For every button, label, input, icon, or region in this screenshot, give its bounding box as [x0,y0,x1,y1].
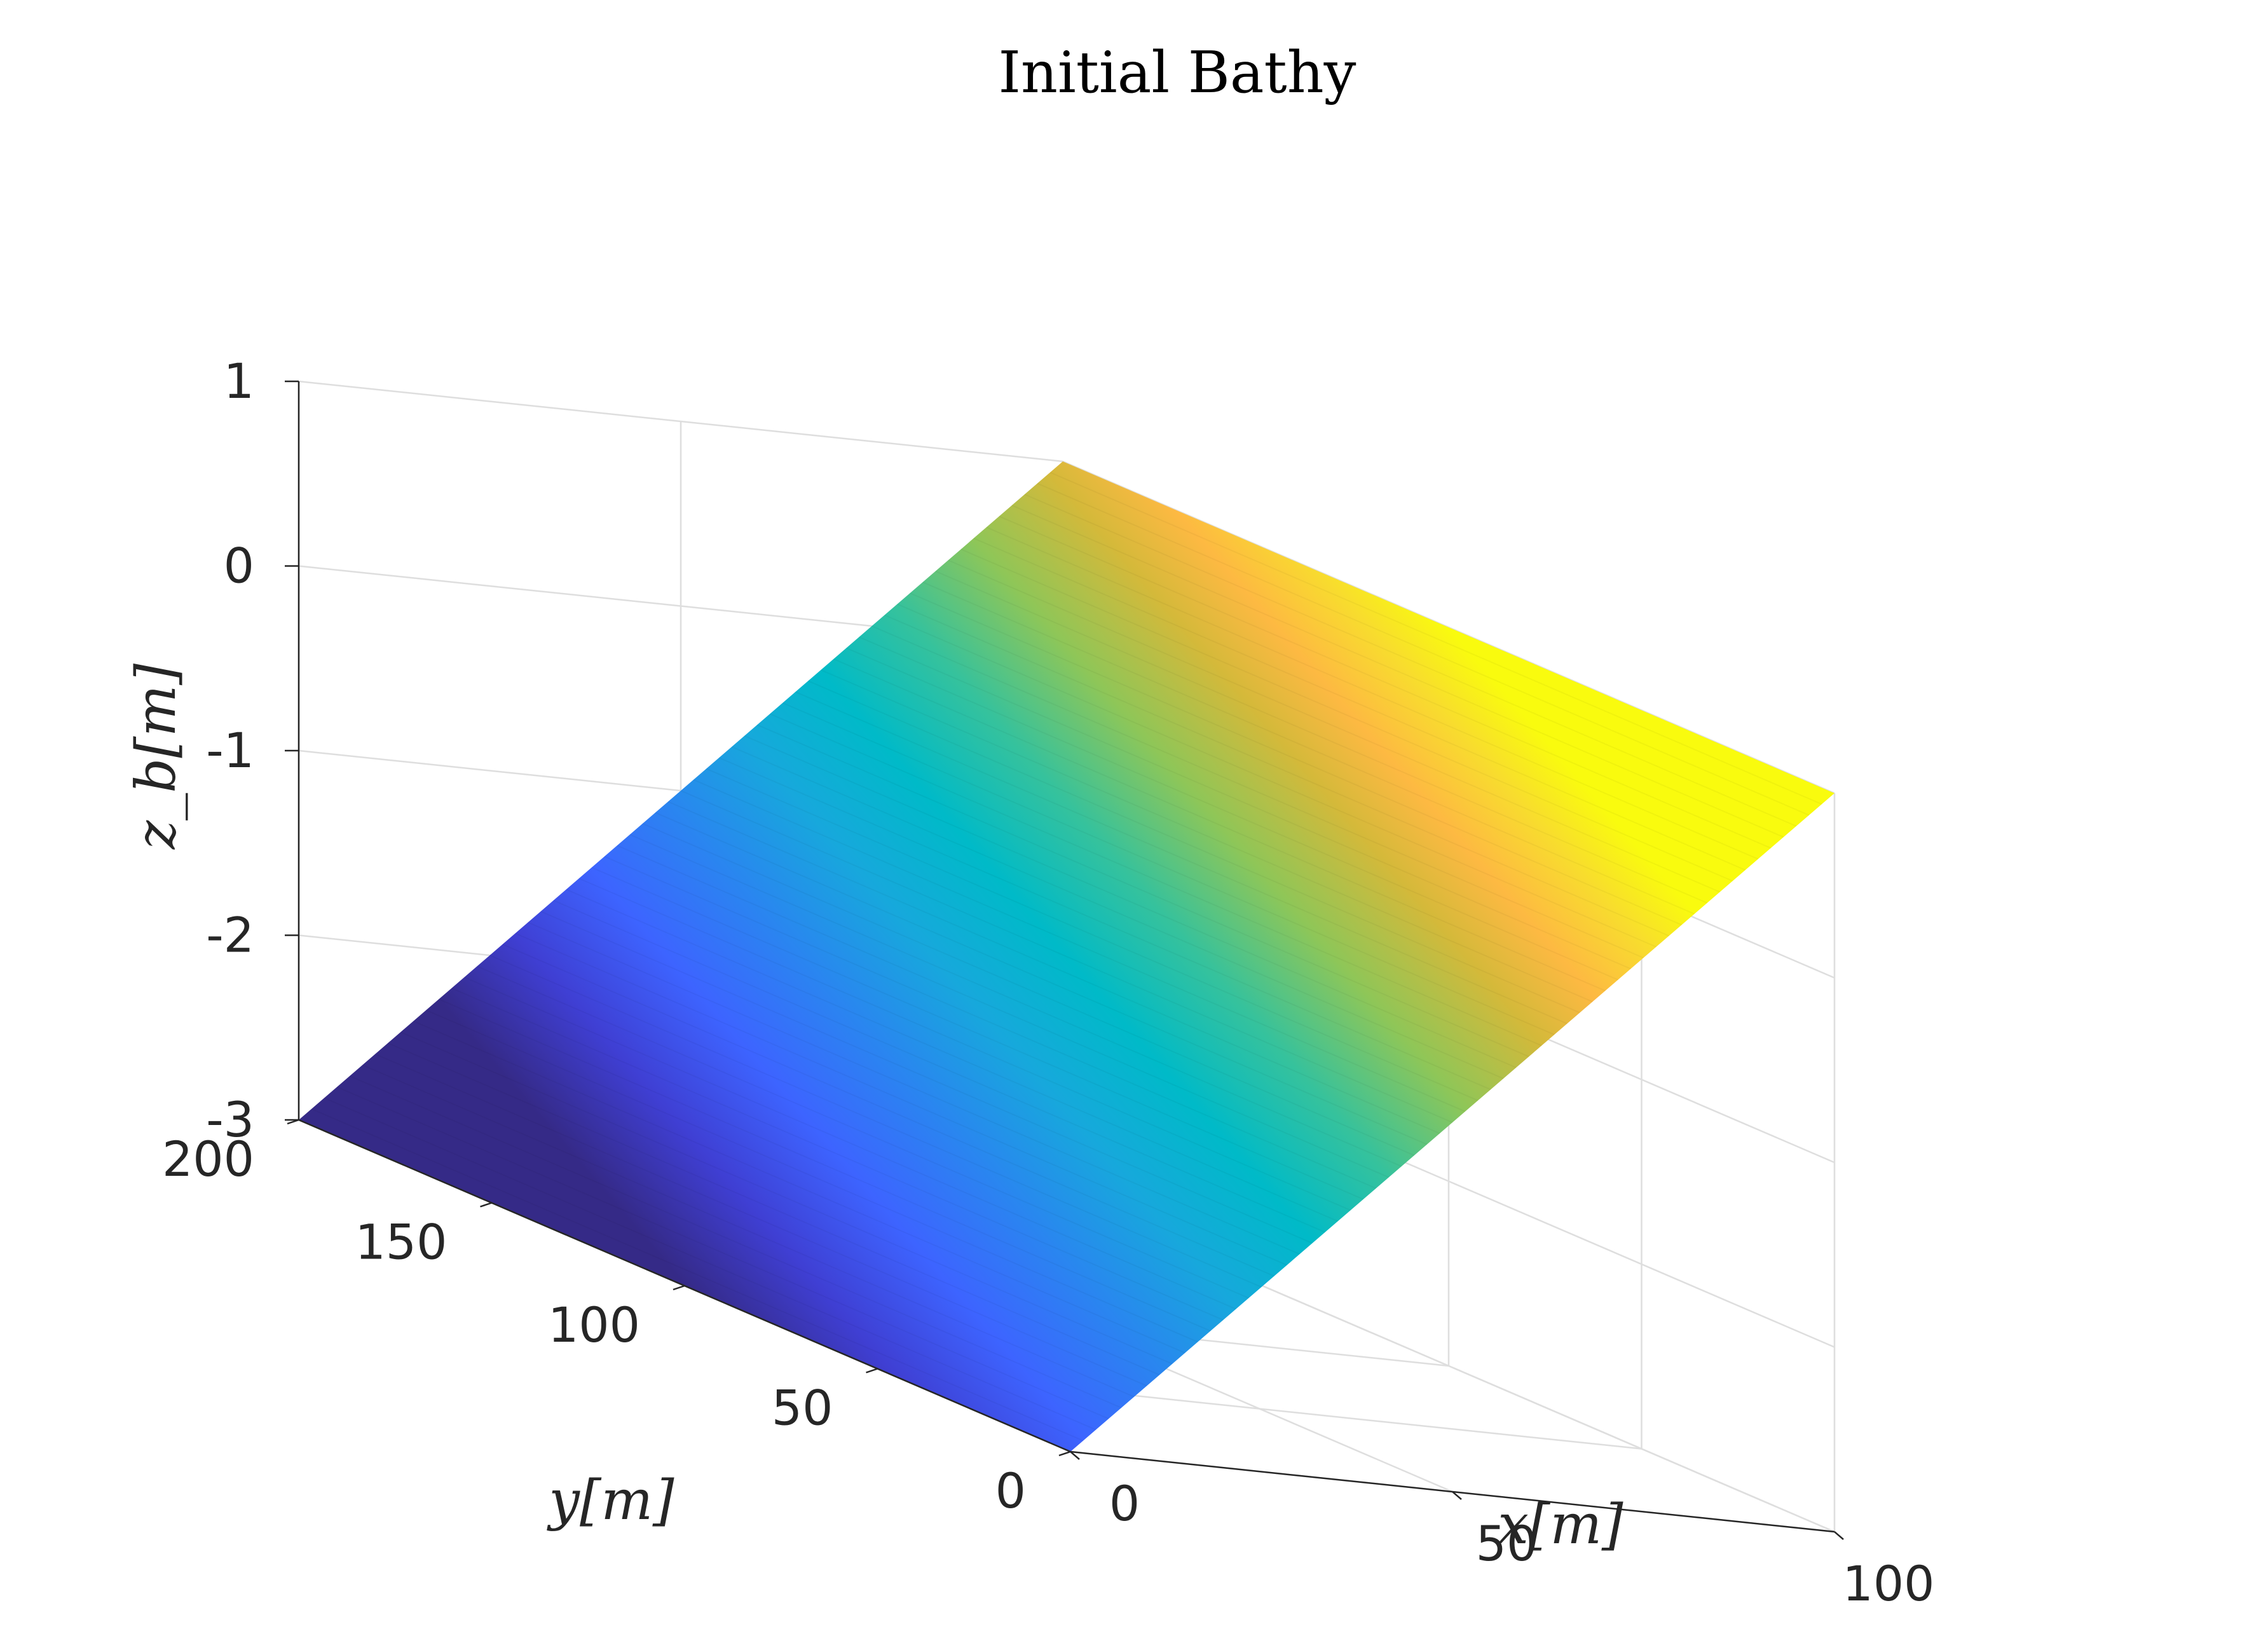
y-tick-mark [287,1119,299,1125]
z-tick-label: -2 [206,907,254,964]
bathymetry-surface [299,461,1834,1452]
y-tick-mark [866,1368,878,1374]
x-tick-label: 100 [1842,1555,1934,1612]
z-tick-label: -3 [206,1091,254,1148]
y-tick-label: 200 [162,1131,254,1187]
z-tick-label: 1 [224,353,254,409]
x-tick-mark [1452,1491,1462,1500]
x-tick-mark [1834,1531,1844,1540]
y-tick-mark [480,1202,492,1208]
z-axis-title: z_b[m] [125,664,188,850]
x-tick-label: 0 [1109,1475,1140,1532]
y-tick-label: 100 [548,1297,640,1353]
y-tick-mark [673,1285,685,1291]
y-tick-mark [1058,1450,1071,1457]
z-tick-label: 0 [224,538,254,594]
y-axis-title: y[m] [546,1469,674,1532]
y-tick-label: 0 [995,1462,1026,1519]
chart-title: Initial Bathy [998,39,1356,106]
x-tick-mark [1070,1451,1080,1460]
y-tick-label: 50 [772,1380,833,1436]
z-tick-label: -1 [206,722,254,779]
surface-layer [299,461,1834,1452]
x-tick-label: 50 [1476,1515,1538,1572]
x-axis-title: x[m] [1498,1493,1623,1557]
label-layer: Initial Bathy x[m] y[m] z_b[m] -3-2-1010… [125,39,1935,1612]
axis-layer [285,380,1844,1540]
y-tick-label: 150 [355,1214,447,1271]
